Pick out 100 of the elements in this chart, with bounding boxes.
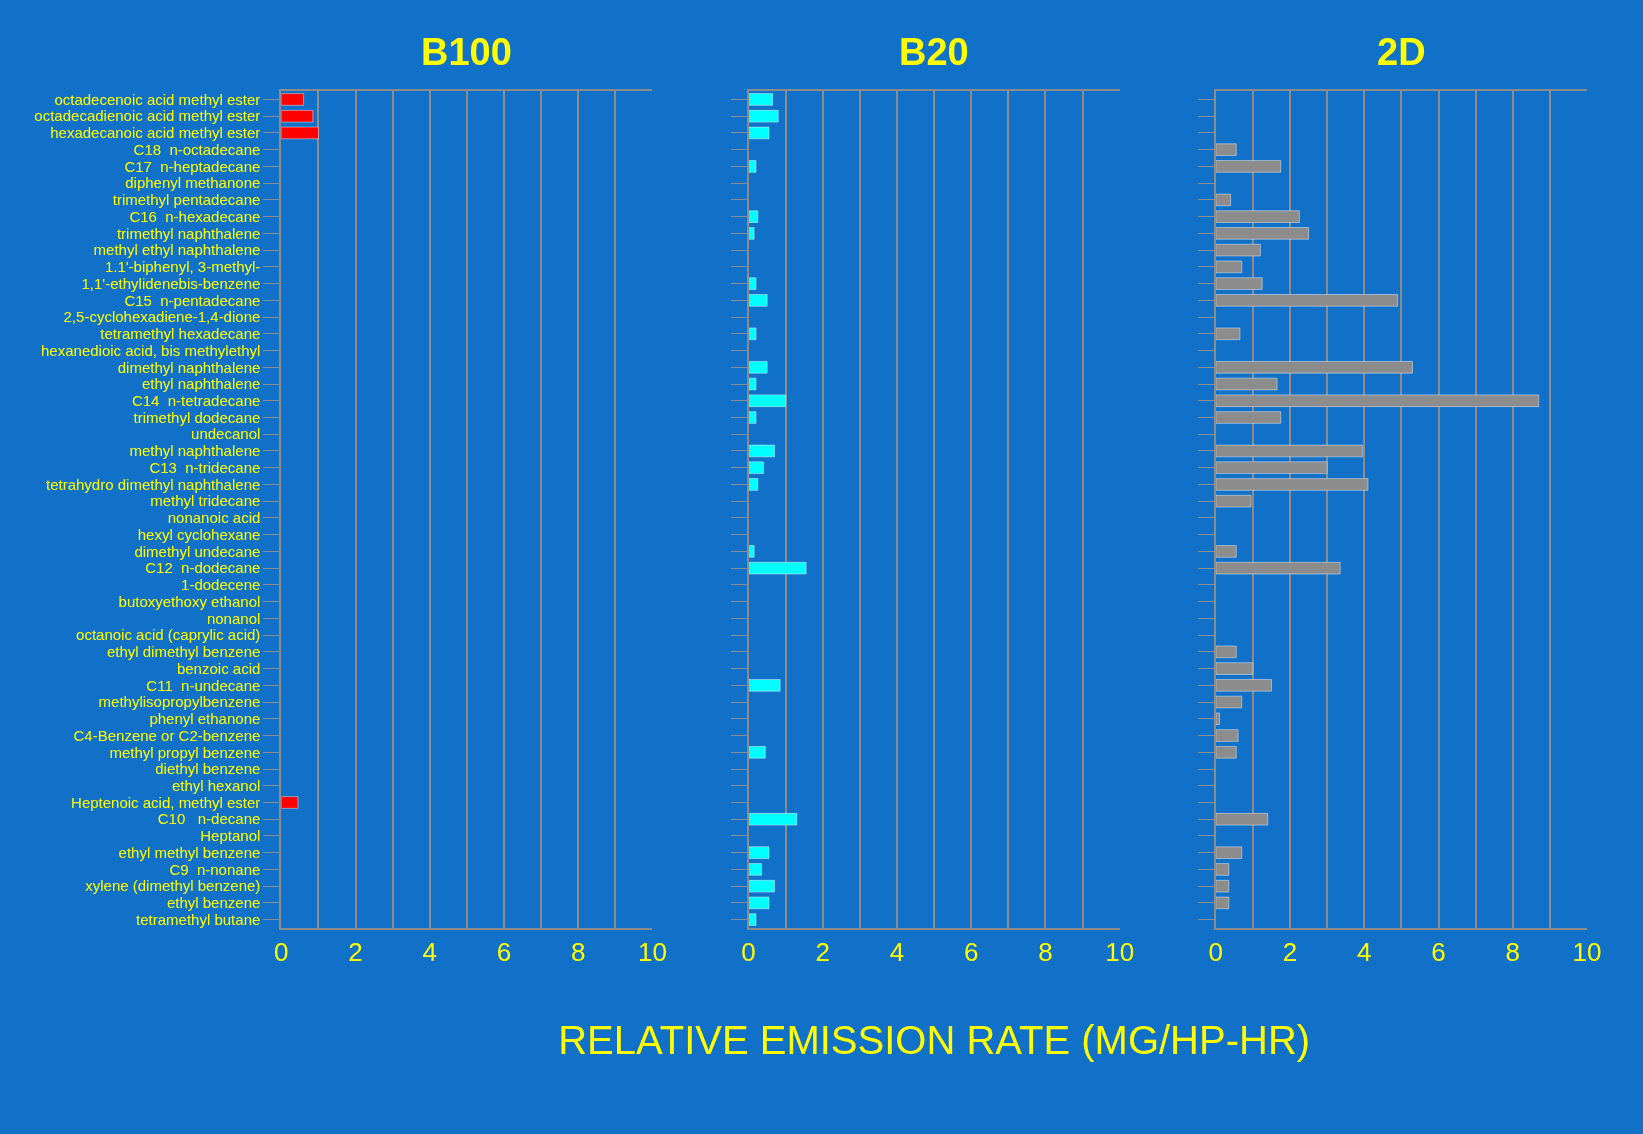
x-tick-label: 2 — [815, 937, 831, 968]
bar — [281, 93, 304, 106]
bar — [748, 126, 770, 140]
bar — [748, 210, 759, 223]
y-tick-label: methyl ethyl naphthalene — [93, 241, 261, 259]
y-tick-label: trimethyl pentadecane — [112, 191, 261, 209]
y-tick-label: tetrahydro dimethyl naphthalene — [46, 475, 261, 493]
bar — [748, 813, 798, 826]
y-tick-label: C15 n-pentadecane — [124, 291, 261, 309]
x-tick-label: 4 — [422, 937, 438, 968]
x-tick-label: 0 — [1208, 937, 1224, 968]
bar — [748, 846, 770, 859]
x-tick-label: 6 — [964, 937, 979, 968]
x-tick-label: 4 — [889, 937, 905, 968]
x-tick-label: 0 — [741, 937, 756, 968]
y-tick-label: tetramethyl butane — [136, 910, 261, 928]
y-tick-label: methyl naphthalene — [129, 442, 261, 460]
y-tick-label: undecanol — [191, 425, 261, 443]
bar — [748, 93, 773, 106]
x-tick-label: 8 — [571, 937, 586, 968]
y-tick-label: nonanol — [206, 609, 261, 627]
y-tick-label: xylene (dimethyl benzene) — [85, 877, 261, 895]
y-tick-label: C13 n-tridecane — [149, 458, 261, 476]
chart-title: B100 — [421, 31, 512, 73]
y-tick-label: hexyl cyclohexane — [137, 525, 261, 543]
bar — [748, 110, 779, 123]
bar — [748, 361, 768, 374]
y-tick-label: diethyl benzene — [155, 760, 261, 778]
y-tick-label: octanoic acid (caprylic acid) — [76, 626, 261, 644]
bar — [748, 746, 766, 759]
y-tick-label: 2,5-cyclohexadiene-1,4-dione — [63, 308, 261, 326]
x-tick-label: 2 — [348, 937, 363, 968]
bar — [748, 913, 757, 926]
y-tick-label: methyl tridecane — [150, 492, 261, 510]
y-tick-label: 1-dodecene — [181, 576, 261, 594]
bar — [281, 796, 299, 809]
bar — [748, 896, 770, 910]
x-tick-label: 0 — [274, 937, 289, 968]
y-tick-label: 1,1'-ethylidenebis-benzene — [81, 274, 261, 292]
y-tick-label: ethyl dimethyl benzene — [106, 643, 261, 661]
bar — [748, 461, 764, 474]
bar — [748, 679, 781, 692]
x-tick-label: 8 — [1038, 937, 1053, 968]
y-tick-label: C12 n-dodecane — [145, 559, 261, 577]
y-tick-label: C11 n-undecane — [146, 676, 261, 694]
y-tick-label: dimethyl naphthalene — [117, 358, 261, 376]
y-tick-label: C14 n-tetradecane — [131, 392, 261, 410]
y-tick-label: C16 n-hexadecane — [129, 207, 261, 225]
y-tick-label: hexadecanoic acid methyl ester — [50, 124, 261, 142]
y-tick-label: methyl propyl benzene — [109, 743, 261, 761]
x-axis-title: RELATIVE EMISSION RATE (MG/HP-HR) — [558, 1018, 1311, 1063]
y-tick-label: ethyl methyl benzene — [118, 843, 261, 861]
bar — [748, 394, 786, 407]
chart-title: B20 — [899, 31, 969, 73]
bar — [748, 411, 757, 424]
x-tick-label: 2 — [1282, 937, 1298, 968]
y-tick-label: hexanedioic acid, bis methylethyl — [41, 341, 261, 359]
y-tick-label: C18 n-octadecane — [133, 140, 261, 158]
y-tick-label: butoxyethoxy ethanol — [118, 592, 261, 610]
y-tick-label: Heptanol — [200, 827, 261, 845]
bar — [748, 863, 762, 876]
bar — [748, 327, 757, 340]
bar — [748, 294, 768, 307]
x-tick-label: 10 — [1572, 937, 1602, 968]
chart-title: 2D — [1377, 31, 1426, 73]
y-tick-label: ethyl benzene — [166, 894, 261, 912]
x-tick-label: 4 — [1357, 937, 1372, 968]
y-tick-label: Heptenoic acid, methyl ester — [71, 793, 261, 811]
bar — [748, 444, 775, 458]
y-tick-label: benzoic acid — [176, 659, 261, 677]
y-tick-label: phenyl ethanone — [149, 710, 261, 728]
bar — [748, 160, 757, 173]
bar — [748, 478, 759, 491]
bar — [281, 110, 314, 123]
y-tick-label: methylisopropylbenzene — [98, 693, 261, 711]
y-tick-label: trimethyl dodecane — [133, 408, 261, 426]
y-tick-label: C9 n-nonane — [169, 860, 261, 878]
y-tick-label: C10 n-decane — [157, 810, 261, 828]
x-tick-label: 8 — [1505, 937, 1520, 968]
bar — [748, 277, 757, 290]
bar — [748, 545, 755, 558]
y-tick-label: ethyl naphthalene — [141, 375, 261, 393]
bar — [281, 126, 319, 140]
y-tick-label: diphenyl methanone — [125, 174, 261, 192]
y-tick-label: trimethyl naphthalene — [116, 224, 261, 242]
y-tick-label: C4-Benzene or C2-benzene — [73, 726, 261, 744]
y-tick-label: C17 n-heptadecane — [124, 157, 261, 175]
y-tick-label: dimethyl undecane — [134, 542, 261, 560]
y-tick-label: octadecadienoic acid methyl ester — [34, 107, 261, 125]
x-tick-label: 6 — [1431, 937, 1446, 968]
x-tick-label: 10 — [638, 937, 667, 968]
y-tick-label: nonanoic acid — [167, 509, 261, 527]
x-tick-label: 6 — [496, 937, 512, 968]
y-tick-label: tetramethyl hexadecane — [100, 325, 261, 343]
y-tick-label: octadecenoic acid methyl ester — [54, 90, 261, 108]
x-tick-label: 10 — [1105, 937, 1135, 968]
bar — [748, 227, 755, 240]
bar — [748, 562, 807, 575]
bar — [748, 880, 775, 893]
y-tick-label: 1.1'-biphenyl, 3-methyl- — [104, 258, 261, 276]
